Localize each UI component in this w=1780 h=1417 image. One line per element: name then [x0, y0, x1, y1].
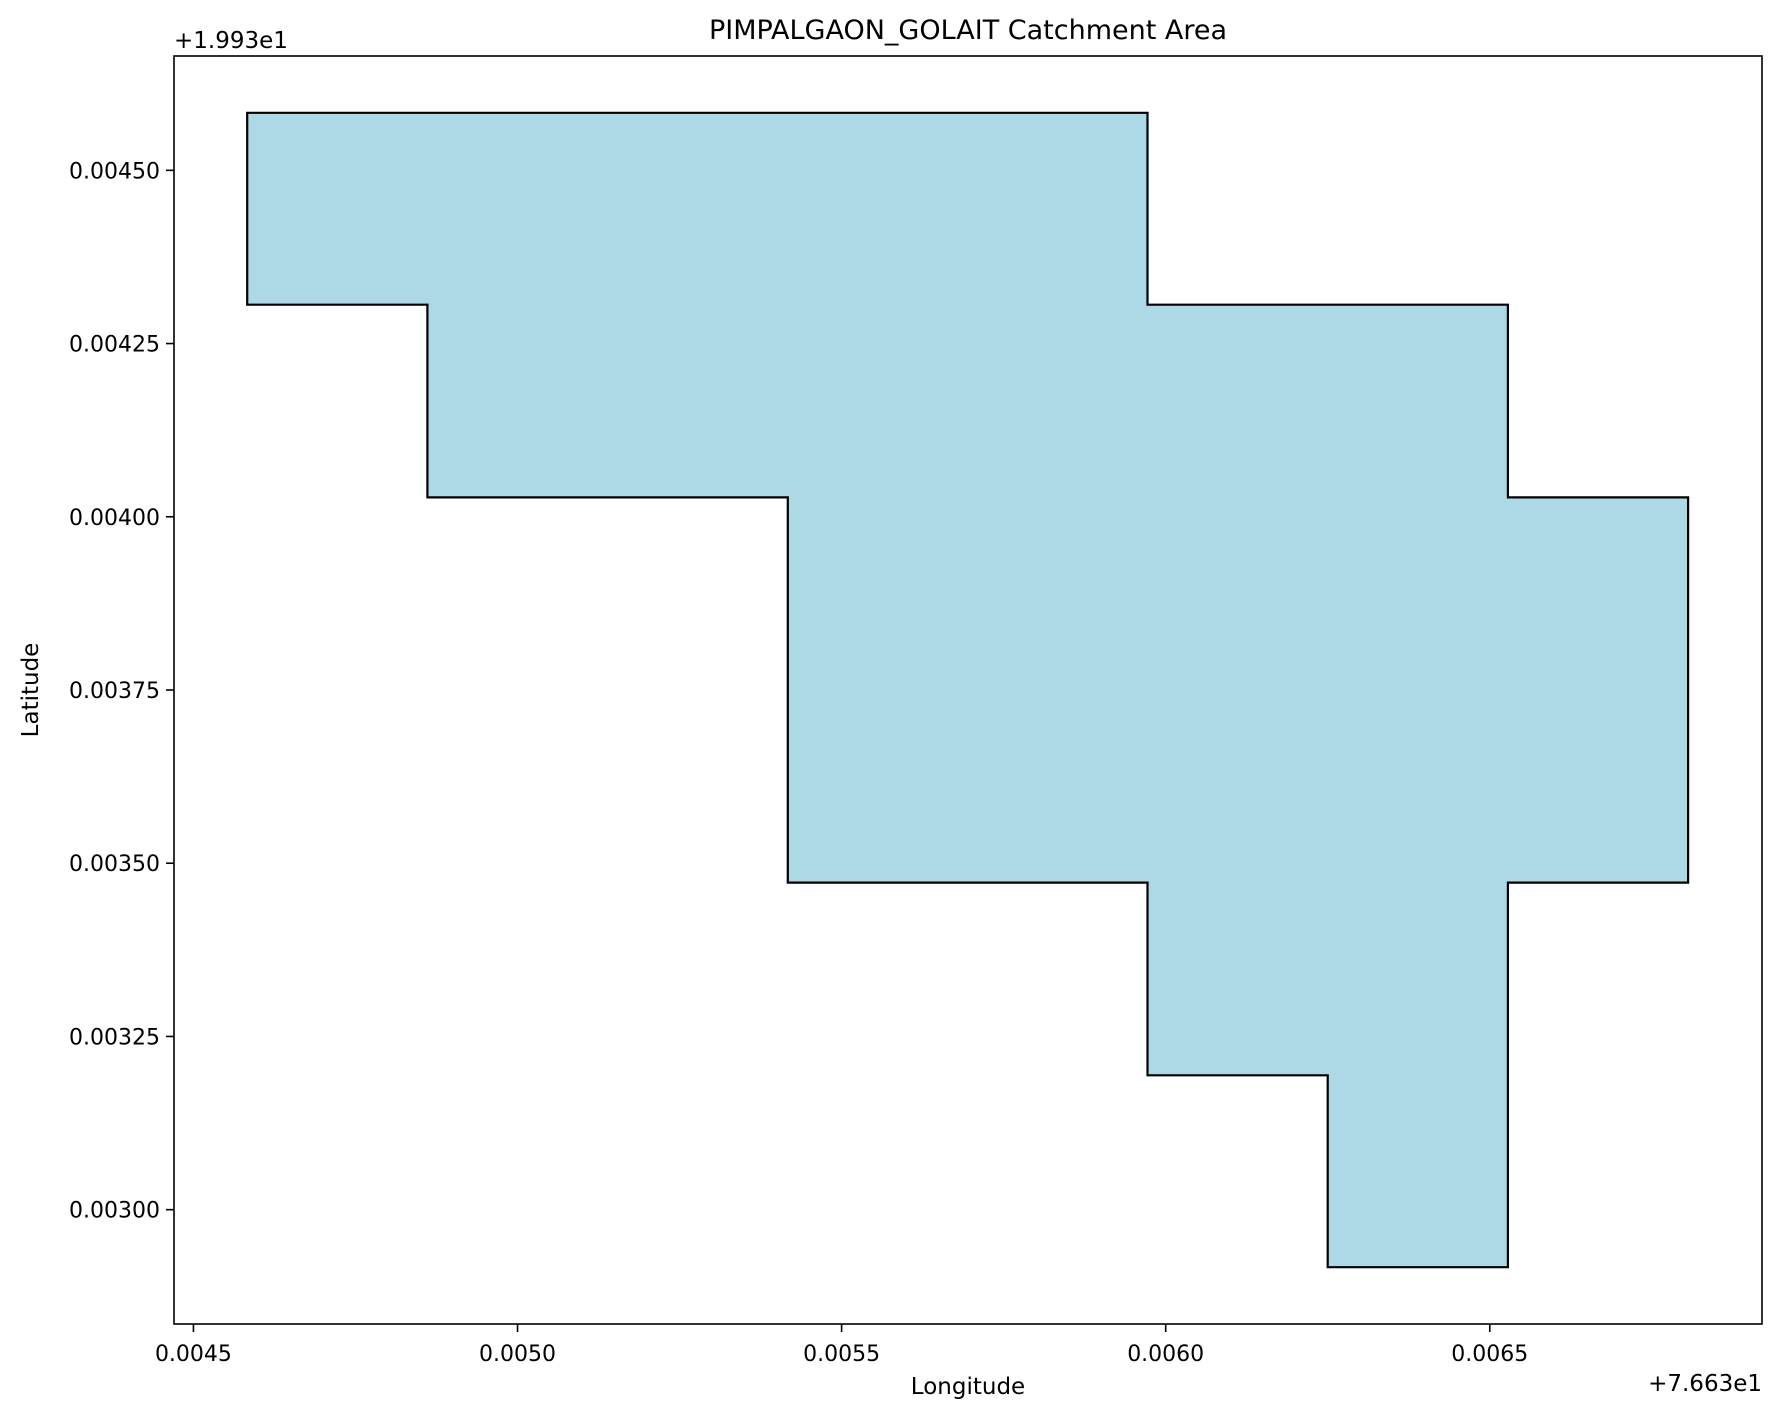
y-tick-label: 0.00300: [69, 1199, 160, 1224]
x-axis-offset-label: +7.663e1: [1648, 1371, 1762, 1397]
x-tick-label: 0.0065: [1451, 1342, 1528, 1367]
polygon-layer: [246, 111, 1690, 1269]
x-tick-label: 0.0050: [479, 1342, 556, 1367]
x-tick-label: 0.0055: [803, 1342, 880, 1367]
y-tick-label: 0.00400: [69, 506, 160, 531]
x-tick-label: 0.0060: [1127, 1342, 1204, 1367]
y-tick-label: 0.00350: [69, 852, 160, 877]
catchment-polygon: [246, 111, 1690, 1269]
x-axis-ticks: 0.0045 0.0050 0.0055 0.0060 0.0065: [155, 1324, 1528, 1367]
y-tick-label: 0.00450: [69, 159, 160, 184]
x-tick-label: 0.0045: [155, 1342, 232, 1367]
y-axis-offset-label: +1.993e1: [174, 28, 288, 54]
chart-title: PIMPALGAON_GOLAIT Catchment Area: [709, 15, 1227, 46]
y-axis-label: Latitude: [18, 643, 44, 738]
y-tick-label: 0.00325: [69, 1025, 160, 1050]
x-axis-label: Longitude: [911, 1374, 1025, 1400]
y-tick-label: 0.00375: [69, 679, 160, 704]
y-tick-label: 0.00425: [69, 333, 160, 358]
y-axis-ticks: 0.00300 0.00325 0.00350 0.00375 0.00400 0.004…: [69, 159, 174, 1224]
